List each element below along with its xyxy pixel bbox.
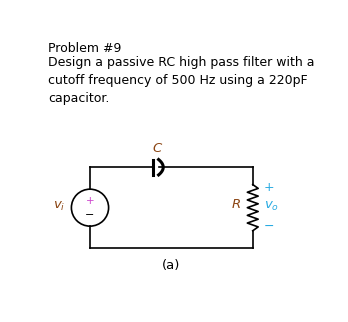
Text: Problem #9: Problem #9	[48, 43, 121, 55]
Text: −: −	[263, 220, 274, 233]
Text: $R$: $R$	[231, 198, 241, 211]
Text: (a): (a)	[162, 259, 181, 272]
Text: $v_o$: $v_o$	[263, 200, 279, 213]
Text: Design a passive RC high pass filter with a
cutoff frequency of 500 Hz using a 2: Design a passive RC high pass filter wit…	[48, 56, 315, 105]
Text: $v_i$: $v_i$	[53, 200, 65, 213]
Text: $C$: $C$	[152, 142, 163, 155]
Text: −: −	[85, 210, 95, 220]
Text: +: +	[86, 196, 94, 206]
Text: +: +	[263, 181, 274, 194]
